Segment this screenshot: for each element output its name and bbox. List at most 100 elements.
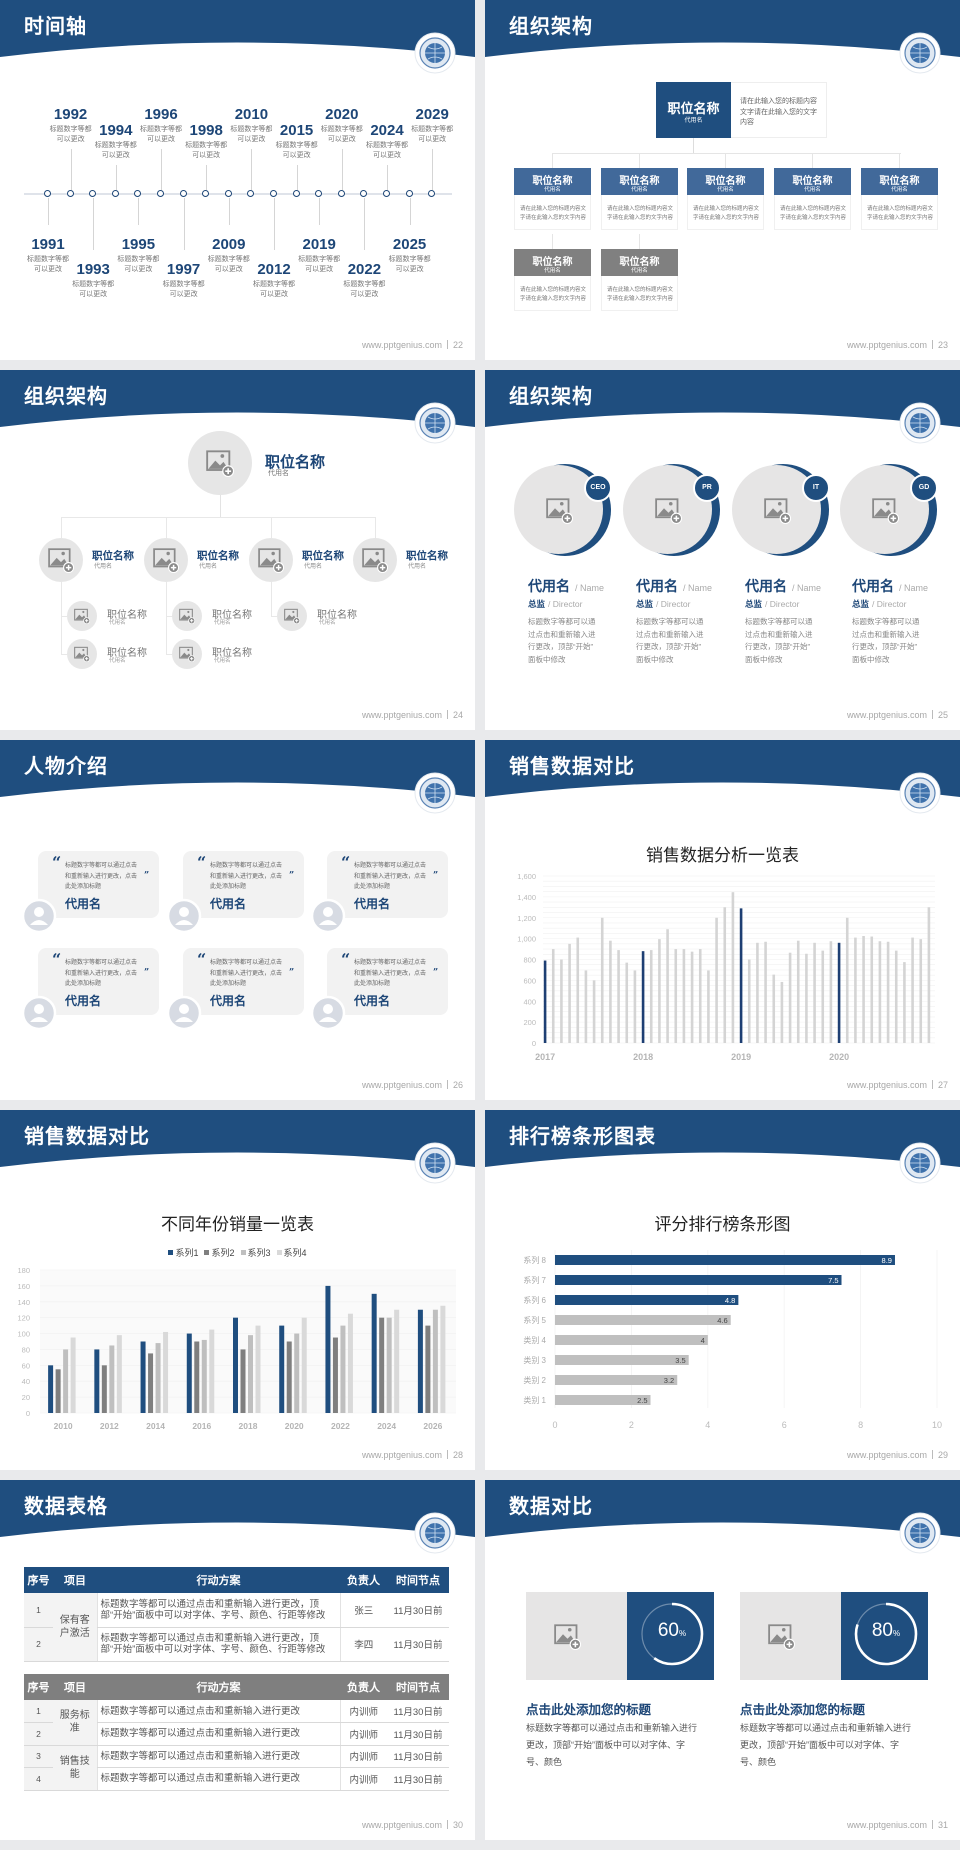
person-role-en: / Director — [548, 599, 583, 609]
org-position-sub: 代用名 — [544, 187, 561, 193]
avatar-placeholder[interactable] — [277, 601, 307, 631]
bar — [576, 937, 580, 1043]
sun — [61, 551, 65, 556]
timeline-axis — [24, 193, 452, 195]
org-top-sub: 代用名 — [268, 470, 289, 477]
chart-title: 不同年份销量一览表 — [161, 1215, 314, 1234]
org-child-sub: 代用名 — [319, 620, 336, 626]
timeline-desc: 可以更改 — [282, 151, 311, 159]
card-heading[interactable]: 点击此处添加您的标题 — [740, 1703, 866, 1717]
table-row[interactable]: 4 标题数字等都可以通过点击和重新输入进行更改 内训师 11月30日前 — [24, 1767, 449, 1791]
x-tick-label: 2019 — [731, 1052, 751, 1062]
timeline-node[interactable] — [383, 190, 390, 197]
avatar-placeholder[interactable] — [249, 538, 293, 582]
slide-title: 数据对比 — [509, 1496, 593, 1518]
mountain — [285, 614, 297, 620]
header-band — [485, 1110, 960, 1167]
avatar-placeholder[interactable] — [188, 431, 252, 495]
table-row[interactable]: 3 销售技能 标题数字等都可以通过点击和重新输入进行更改 内训师 11月30日前 — [24, 1745, 449, 1791]
quote-text: 此处添加标题 — [65, 981, 102, 987]
avatar-placeholder[interactable] — [67, 601, 97, 631]
org-position-box[interactable]: 职位名称 代用名 — [514, 168, 591, 195]
timeline-node[interactable] — [224, 190, 232, 197]
table-row[interactable]: 1 服务标准 标题数字等都可以通过点击和重新输入进行更改 内训师 11月30日前 — [24, 1700, 449, 1746]
card-desc: 更改，顶部“开始”面板中可以对字体、字 — [526, 1740, 685, 1750]
timeline-node[interactable] — [89, 190, 97, 197]
open-quote-icon: “ — [197, 950, 207, 969]
table-row[interactable]: 1 保有客户激活 标题数字等都可以通过点击和重新输入进行更改，顶部“开始”面板中可以… — [24, 1593, 449, 1662]
org-position-sub: 代用名 — [199, 564, 218, 570]
timeline-node[interactable] — [270, 190, 277, 197]
legend-swatch — [240, 1250, 246, 1255]
timeline-node[interactable] — [428, 190, 436, 197]
legend-swatch — [204, 1250, 210, 1255]
avatar-placeholder[interactable] — [39, 538, 83, 582]
image-placeholder-icon — [206, 450, 234, 477]
quote-card[interactable] — [38, 851, 159, 918]
timeline-desc: 可以更改 — [101, 151, 130, 159]
org-position-box[interactable]: 职位名称 代用名 — [861, 168, 938, 195]
quote-card[interactable] — [183, 851, 304, 918]
table-row[interactable]: 2 标题数字等都可以通过点击和重新输入进行更改 内训师 11月30日前 — [24, 1722, 449, 1746]
slide-title: 时间轴 — [24, 16, 87, 38]
timeline-node[interactable] — [360, 190, 368, 197]
quote-card[interactable] — [327, 948, 448, 1015]
user-avatar-icon — [21, 898, 57, 934]
org-position-desc-box: 请在此输入您的标题内容文 字请在此输入您的文字内容 — [601, 195, 678, 230]
org-position-box[interactable]: 职位名称 代用名 — [514, 249, 591, 276]
org-position-box[interactable]: 职位名称 代用名 — [774, 168, 851, 195]
org-position-box[interactable]: 职位名称 代用名 — [687, 168, 764, 195]
timeline-node[interactable] — [202, 190, 210, 197]
org-connector — [166, 616, 172, 617]
footer-divider — [931, 1450, 933, 1459]
timeline-node[interactable] — [111, 190, 119, 197]
avatar-placeholder[interactable] — [172, 601, 202, 631]
quote-text: 和重新输入进行更改，点击 — [210, 873, 283, 880]
avatar-placeholder[interactable] — [67, 639, 97, 669]
timeline-node[interactable] — [66, 190, 74, 197]
org-position-box[interactable]: 职位名称 代用名 — [601, 249, 678, 276]
timeline-node[interactable] — [134, 190, 142, 197]
org-top-desc: 内容 — [740, 119, 754, 126]
cell-deadline: 11月30日前 — [387, 1627, 449, 1662]
timeline-node[interactable] — [44, 190, 51, 197]
bar — [148, 1353, 154, 1413]
avatar-placeholder[interactable] — [172, 639, 202, 669]
timeline-node[interactable] — [292, 190, 300, 197]
frame — [871, 497, 895, 518]
timeline-node[interactable] — [247, 190, 255, 197]
bar-value-label: 2.5 — [637, 1396, 647, 1405]
timeline-node[interactable] — [179, 190, 187, 197]
org-position-title: 职位名称 — [532, 176, 573, 187]
plus — [190, 657, 194, 661]
logo-lines — [910, 1523, 930, 1543]
logo-emblem-icon — [414, 32, 456, 74]
card-heading[interactable]: 点击此处添加您的标题 — [526, 1703, 652, 1717]
avatar-placeholder[interactable] — [353, 538, 397, 582]
org-position-desc: 字请在此输入您的文字内容 — [867, 214, 934, 221]
logo-emblem-icon — [899, 1142, 941, 1184]
quote-card[interactable] — [38, 948, 159, 1015]
quote-card[interactable] — [183, 948, 304, 1015]
org-top-box[interactable]: 职位名称 代用名 — [656, 82, 731, 138]
sun — [82, 610, 85, 614]
timeline-node[interactable] — [405, 190, 413, 197]
bar — [592, 980, 596, 1043]
mountain — [208, 460, 229, 469]
org-child-title: 职位名称 — [212, 648, 252, 659]
legend-item: 系列3 — [240, 1248, 271, 1258]
data-table: 序号 项目 行动方案 负责人 时间节点 1 服务标准 标题数字等都可以通过点击和重新输入进行更… — [24, 1674, 449, 1791]
avatar-placeholder[interactable] — [144, 538, 188, 582]
logo-emblem-icon — [414, 1142, 456, 1184]
timeline-node[interactable] — [157, 190, 164, 197]
table-row[interactable]: 2 标题数字等都可以通过点击和重新输入进行更改，顶部“开始”面板中可以对字体、字号… — [24, 1627, 449, 1662]
timeline-desc: 可以更改 — [305, 265, 334, 273]
quote-card[interactable] — [327, 851, 448, 918]
org-connector — [220, 495, 221, 517]
timeline-node[interactable] — [315, 190, 323, 197]
org-position-sub: 代用名 — [631, 268, 648, 274]
timeline-node[interactable] — [337, 190, 345, 197]
org-position-box[interactable]: 职位名称 代用名 — [601, 168, 678, 195]
header-band — [0, 1480, 475, 1537]
mountain — [75, 652, 87, 658]
